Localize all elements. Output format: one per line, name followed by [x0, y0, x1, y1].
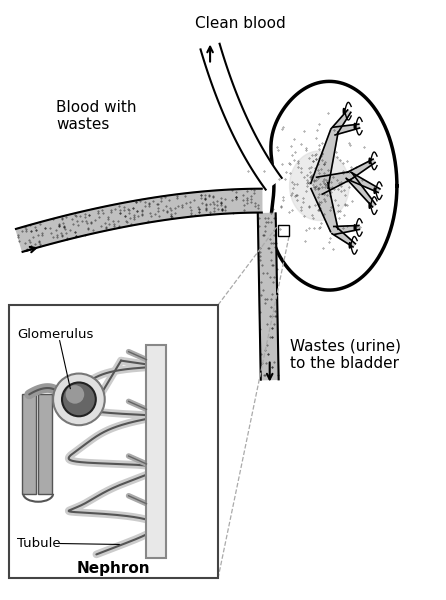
Bar: [278, 225, 289, 236]
Bar: [22, 394, 36, 494]
Polygon shape: [311, 183, 338, 232]
Text: Tubule: Tubule: [17, 537, 61, 550]
Polygon shape: [346, 173, 376, 207]
Polygon shape: [271, 82, 397, 290]
Polygon shape: [334, 226, 359, 235]
Bar: [146, 345, 166, 559]
Polygon shape: [311, 130, 338, 188]
Circle shape: [66, 385, 84, 404]
Circle shape: [62, 382, 96, 416]
Text: Blood with
wastes: Blood with wastes: [56, 100, 136, 133]
Polygon shape: [201, 44, 282, 190]
Text: Glomerulus: Glomerulus: [17, 328, 94, 341]
Polygon shape: [258, 214, 279, 380]
Polygon shape: [332, 227, 355, 247]
Polygon shape: [331, 110, 351, 133]
Bar: [9, 305, 218, 578]
Polygon shape: [289, 151, 349, 220]
Polygon shape: [334, 124, 359, 135]
Circle shape: [53, 374, 105, 425]
Polygon shape: [347, 172, 380, 193]
Text: Wastes (urine)
to the bladder: Wastes (urine) to the bladder: [289, 338, 401, 371]
Polygon shape: [16, 188, 262, 252]
Polygon shape: [347, 159, 375, 179]
Text: Clean blood: Clean blood: [194, 16, 285, 31]
Bar: [38, 394, 52, 494]
Polygon shape: [317, 172, 351, 194]
Text: Nephron: Nephron: [77, 561, 150, 576]
